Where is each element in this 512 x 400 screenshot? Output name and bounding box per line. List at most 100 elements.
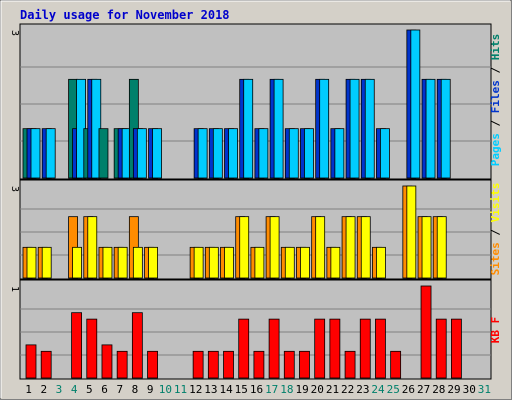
x-tick-label: 11 <box>174 383 187 396</box>
bar-visits-14 <box>224 246 234 279</box>
bar-kb-f-24 <box>375 318 386 379</box>
bar-kb-f-5 <box>86 318 98 379</box>
panel-1: 3 <box>9 23 492 180</box>
x-tick-label: 9 <box>147 383 154 396</box>
chart-title: Daily usage for November 2018 <box>20 8 230 22</box>
bar-hits-18 <box>288 128 299 179</box>
bar-hits-13 <box>212 128 223 179</box>
bar-kb-f-20 <box>314 318 326 379</box>
bar-hits-14 <box>228 128 238 179</box>
bar-hits-22 <box>349 78 360 179</box>
bar-visits-26 <box>406 185 417 279</box>
bar-kb-f-28 <box>435 318 447 379</box>
bar-kb-f-18 <box>283 350 295 379</box>
bar-hits-16 <box>258 128 269 179</box>
legend-1: Pages / Files / Hits <box>489 34 502 167</box>
bar-hits-24 <box>380 128 390 179</box>
bar-kb-f-12 <box>192 350 204 379</box>
bar-visits-6 <box>102 246 113 279</box>
bar-visits-16 <box>254 246 265 279</box>
y-max-tick-label: 3 <box>9 30 20 36</box>
x-tick-label: 7 <box>116 383 123 396</box>
bar-visits-1 <box>26 246 37 279</box>
bar-visits-17 <box>269 216 280 279</box>
legend-entry: / <box>489 222 502 242</box>
x-tick-label: 31 <box>478 383 491 396</box>
bar-hits-26 <box>410 29 421 179</box>
bar-hits-1 <box>30 128 41 179</box>
x-tick-label: 4 <box>71 383 78 396</box>
bar-visits-23 <box>360 216 371 279</box>
x-tick-label: 15 <box>235 383 248 396</box>
legend-entry: Sites <box>489 242 502 275</box>
x-tick-label: 3 <box>56 383 63 396</box>
bar-hits-27 <box>425 78 436 179</box>
bar-kb-f-16 <box>253 350 265 379</box>
x-tick-label: 17 <box>265 383 278 396</box>
bar-kb-f-17 <box>268 318 280 379</box>
bar-kb-f-6 <box>101 344 113 379</box>
bar-kb-f-22 <box>344 350 356 379</box>
bar-hits-12 <box>197 128 208 179</box>
bar-hits-2 <box>45 128 56 179</box>
bar-hits-20 <box>319 78 330 179</box>
legend-entry: Visits <box>489 183 502 223</box>
bar-kb-f-2 <box>40 350 52 379</box>
bar-visits-5 <box>87 216 98 279</box>
legend-entry: Hits <box>489 34 502 61</box>
bar-visits-27 <box>421 216 432 279</box>
bar-kb-f-15 <box>238 318 250 379</box>
bar-visits-24 <box>376 246 386 279</box>
bar-visits-18 <box>284 246 295 279</box>
x-tick-label: 6 <box>101 383 108 396</box>
panel-3: 1 <box>9 279 492 380</box>
bar-kb-f-29 <box>451 318 462 379</box>
bar-hits-23 <box>364 78 375 179</box>
x-tick-label: 22 <box>341 383 354 396</box>
legend-3: KB F <box>489 317 502 344</box>
x-tick-label: 24 <box>371 383 385 396</box>
bar-kb-f-1 <box>25 344 37 379</box>
x-tick-label: 20 <box>311 383 324 396</box>
bar-hits-28 <box>440 78 451 179</box>
bar-kb-f-25 <box>390 350 402 379</box>
x-tick-label: 12 <box>189 383 202 396</box>
x-tick-label: 19 <box>295 383 308 396</box>
x-tick-label: 30 <box>463 383 476 396</box>
bar-visits-12 <box>193 246 204 279</box>
x-tick-label: 16 <box>250 383 263 396</box>
bar-visits-8 <box>132 246 143 279</box>
bar-kb-f-19 <box>299 350 310 379</box>
bar-visits-2 <box>41 246 52 279</box>
x-tick-label: 29 <box>447 383 460 396</box>
x-tick-label: 25 <box>387 383 400 396</box>
x-tick-label: 5 <box>86 383 93 396</box>
bar-kb-f-9 <box>147 350 158 379</box>
bar-kb-f-4 <box>71 312 82 379</box>
y-max-tick-label: 1 <box>9 286 20 292</box>
legend-entry: / <box>489 60 502 80</box>
bar-kb-f-13 <box>207 350 219 379</box>
x-tick-label: 23 <box>356 383 369 396</box>
bar-visits-15 <box>239 216 250 279</box>
x-tick-label: 26 <box>402 383 415 396</box>
bar-hits-21 <box>334 128 345 179</box>
bar-hits-15 <box>243 78 254 179</box>
bar-kb-f-23 <box>359 318 371 379</box>
bar-visits-28 <box>436 216 447 279</box>
x-tick-label: 13 <box>204 383 217 396</box>
bar-kb-f-14 <box>223 350 234 379</box>
bar-hits-17 <box>273 78 284 179</box>
bar-visits-22 <box>345 216 356 279</box>
x-tick-label: 8 <box>132 383 139 396</box>
bar-visits-7 <box>117 246 128 279</box>
x-tick-label: 21 <box>326 383 339 396</box>
panel-2: 3 <box>9 179 492 280</box>
x-tick-label: 28 <box>432 383 445 396</box>
bar-kb-f-21 <box>329 318 341 379</box>
bar-hits-8 <box>136 128 147 179</box>
bar-hits-19 <box>304 128 314 179</box>
bar-visits-19 <box>300 246 310 279</box>
bar-visits-9 <box>148 246 158 279</box>
